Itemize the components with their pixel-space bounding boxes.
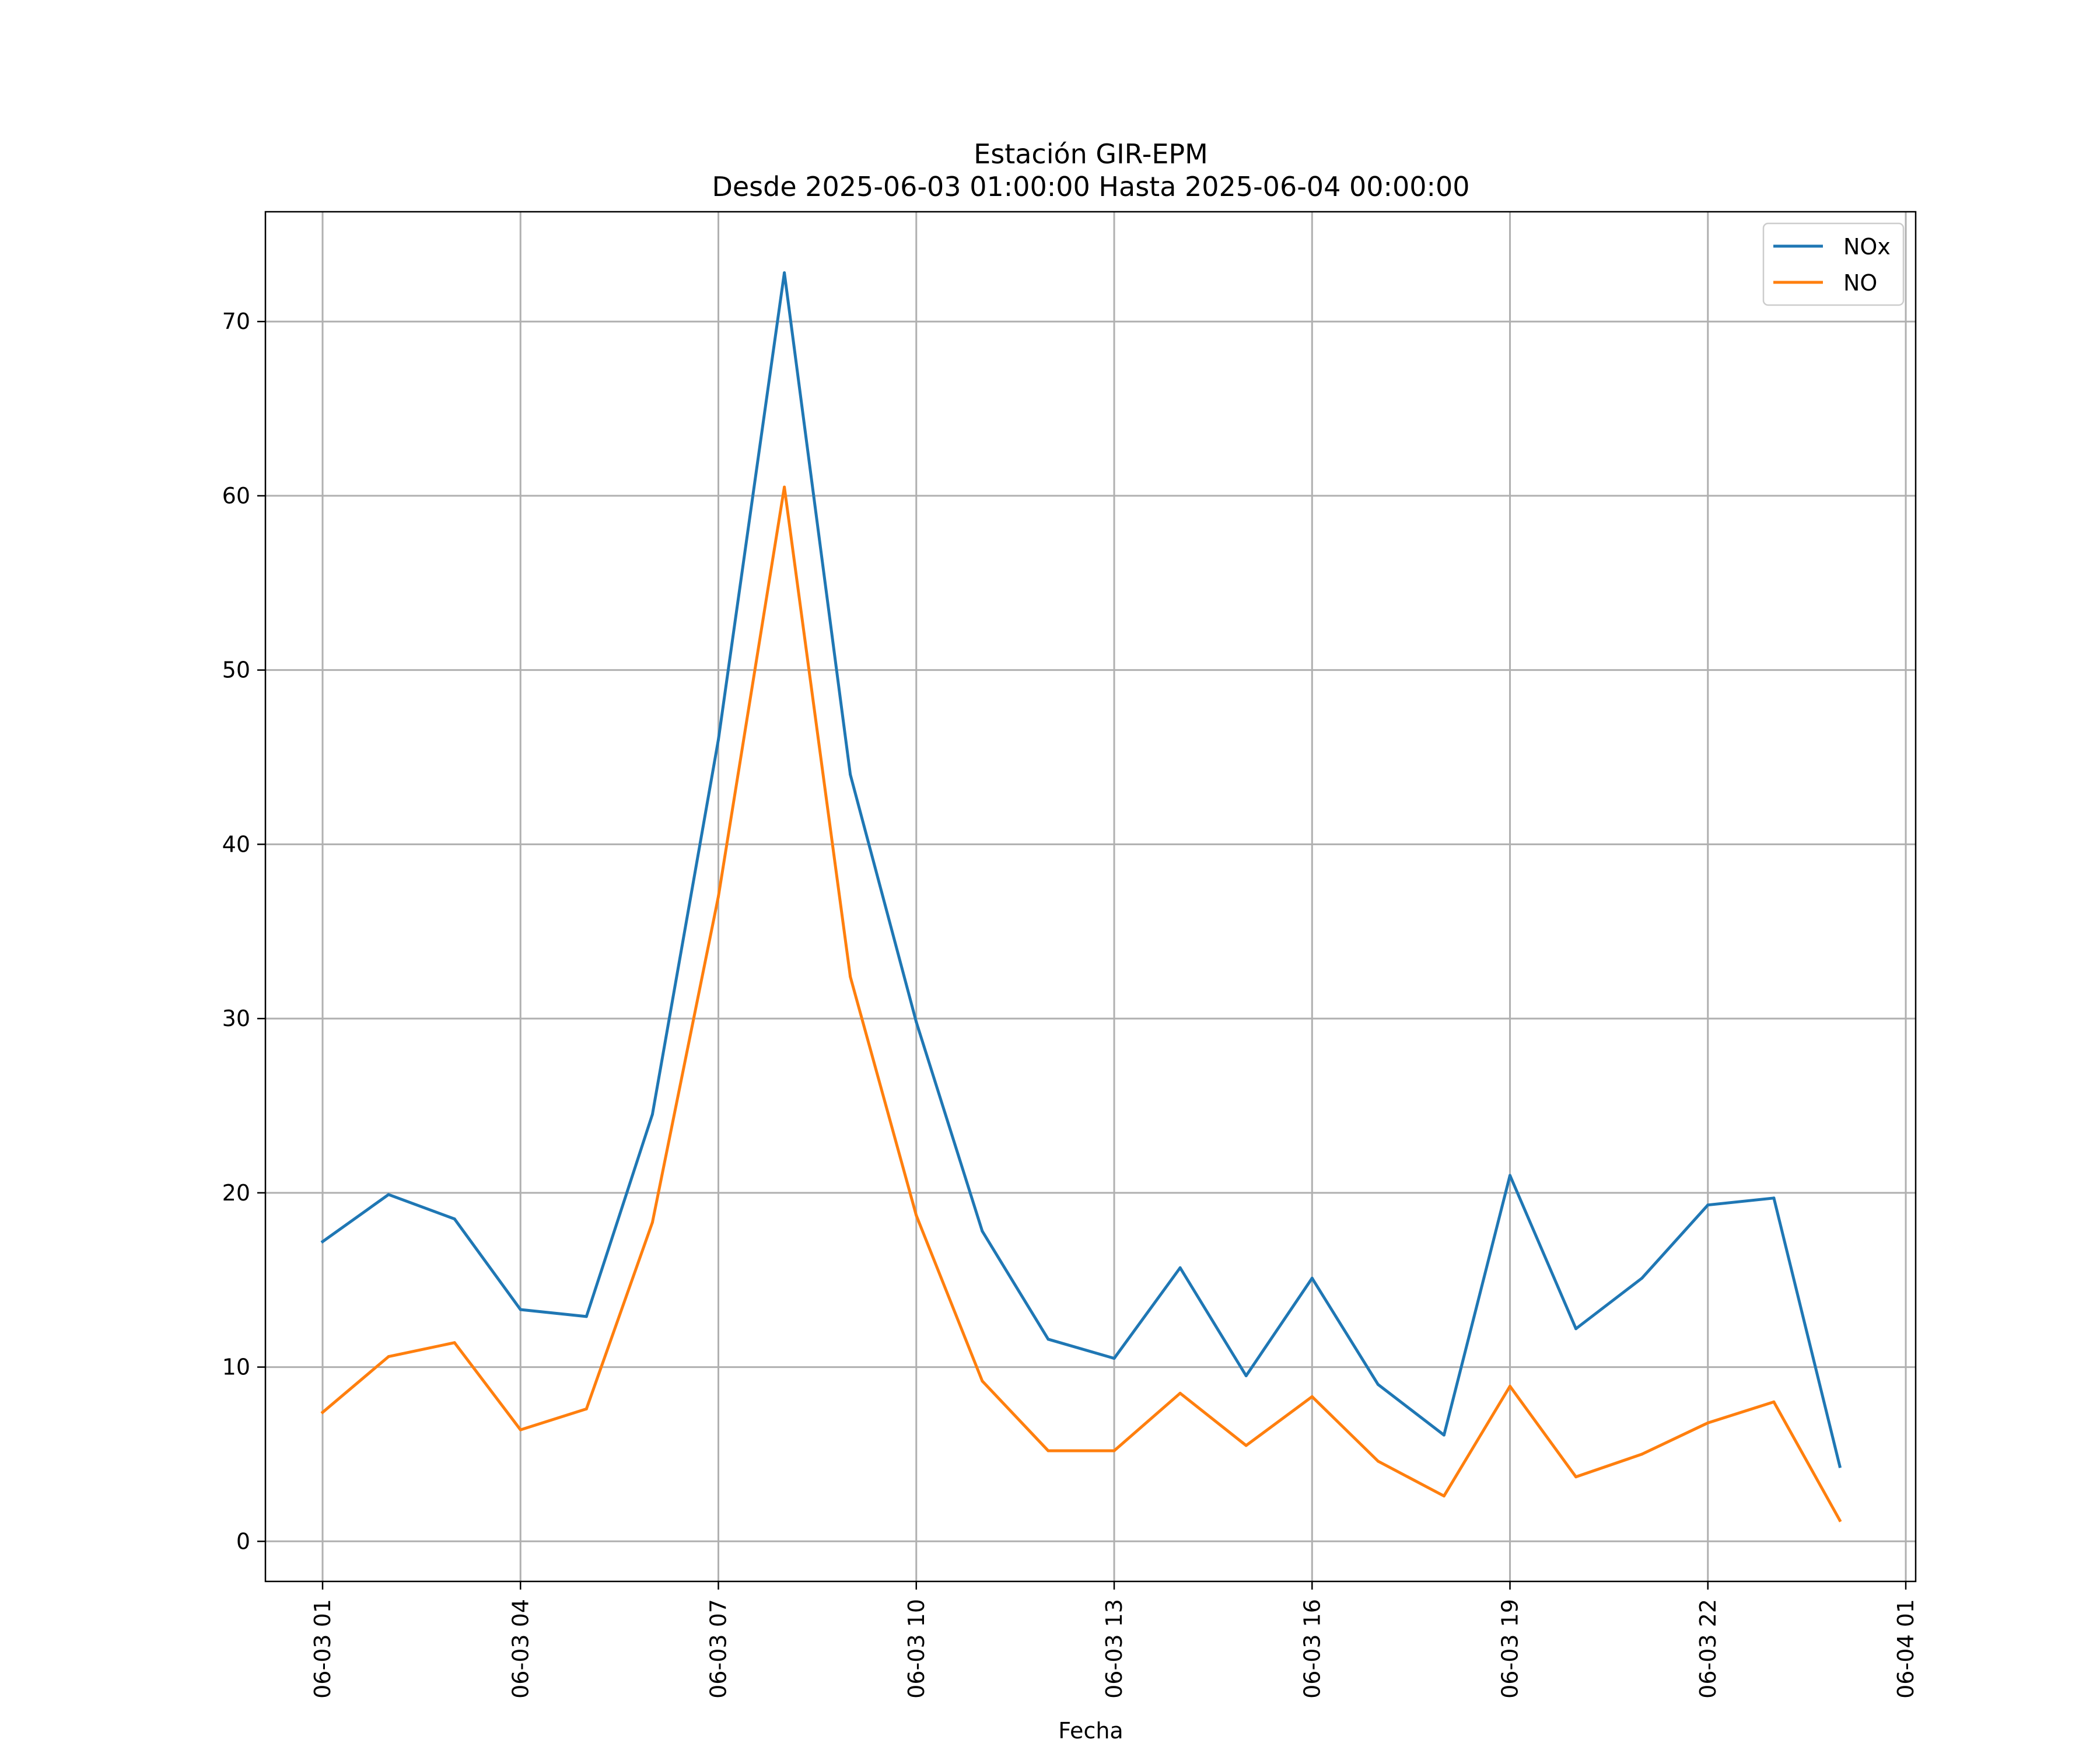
chart-subtitle: Desde 2025-06-03 01:00:00 Hasta 2025-06-… [712,171,1469,202]
legend-label-no: NO [1843,270,1877,296]
data-point-no [321,1410,324,1414]
legend-label-nox: NOx [1843,234,1891,260]
data-point-no [915,1214,918,1217]
data-point-no [453,1341,456,1345]
y-tick-label: 0 [236,1528,250,1554]
grid [265,212,1916,1581]
y-tick-label: 10 [222,1354,250,1380]
y-tick-label: 50 [222,657,250,683]
data-point-no [1046,1449,1050,1452]
data-point-no [387,1355,390,1359]
data-point-no [1310,1395,1314,1398]
plot-frame [264,211,1917,1583]
data-point-nox [1772,1196,1776,1200]
data-point-no [783,485,786,489]
data-point-nox [1178,1266,1182,1269]
y-tick-label: 60 [222,483,250,509]
data-point-no [1244,1444,1248,1447]
chart-title: Estación GIR-EPM [974,138,1208,170]
data-point-no [1178,1391,1182,1395]
data-point-no [1574,1475,1578,1479]
data-point-no [849,975,852,978]
data-point-nox [650,1112,654,1116]
data-point-no [650,1221,654,1224]
data-point-no [1706,1421,1710,1424]
y-tick-label: 20 [222,1180,250,1206]
axis-ticks: 06-03 01 06-03 04 06-03 07 06-03 10 06-03 13… [222,309,1919,1699]
data-point-nox [387,1193,390,1196]
data-point-nox [1508,1174,1511,1177]
data-point-no [1772,1400,1776,1404]
legend-box [1762,222,1905,306]
data-point-nox [1310,1276,1314,1280]
data-point-nox [915,1020,918,1024]
data-point-nox [321,1240,324,1243]
y-tick-label: 30 [222,1006,250,1031]
data-point-nox [584,1315,588,1318]
data-point-no [981,1380,984,1382]
data-point-nox [981,1230,984,1233]
data-point-nox [1376,1382,1380,1386]
data-point-nox [519,1308,522,1311]
data-point-no [1112,1449,1116,1452]
data-point-nox [1046,1338,1050,1341]
x-axis-label: Fecha [1058,1718,1123,1744]
y-tick-label: 40 [222,831,250,857]
data-point-no [519,1428,522,1432]
data-point-nox [1574,1327,1578,1331]
x-tick-label: 06-03 19 [1497,1599,1523,1699]
data-point-nox [1838,1465,1842,1468]
data-point-no [584,1407,588,1410]
data-point-nox [717,738,720,741]
data-point-nox [783,271,786,275]
data-point-nox [1244,1374,1248,1377]
legend: NOx NO [1762,222,1905,306]
series-line-no [320,485,1842,1522]
x-tick-label: 06-03 04 [508,1599,533,1699]
data-point-nox [1442,1433,1446,1437]
y-tick-label: 70 [222,309,250,334]
data-point-nox [1112,1357,1116,1360]
data-point-nox [1706,1203,1710,1207]
series-line-nox [320,271,1842,1468]
data-point-no [1640,1452,1644,1456]
data-point-no [717,895,720,898]
data-point-nox [453,1217,456,1221]
x-tick-label: 06-03 16 [1299,1599,1325,1699]
data-point-nox [849,773,852,776]
x-tick-label: 06-04 01 [1893,1599,1919,1699]
x-tick-label: 06-03 22 [1695,1599,1721,1699]
data-point-no [1376,1460,1380,1463]
x-tick-label: 06-03 07 [706,1599,732,1699]
x-tick-label: 06-03 01 [310,1599,335,1699]
data-point-no [1442,1494,1446,1498]
data-point-nox [1640,1276,1644,1280]
x-tick-label: 06-03 13 [1101,1599,1127,1699]
data-point-no [1508,1384,1511,1388]
data-point-no [1838,1518,1842,1522]
plot-area [265,212,1916,1581]
x-tick-label: 06-03 10 [904,1599,929,1699]
series-lines [320,271,1842,1522]
